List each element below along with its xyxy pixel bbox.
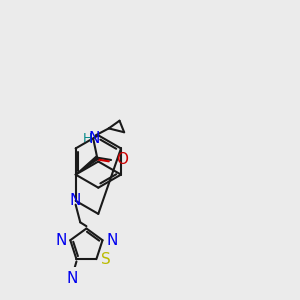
Text: O: O [116,152,128,167]
Text: H: H [82,132,92,145]
Text: N: N [55,233,67,248]
Text: N: N [88,131,100,146]
Text: N: N [70,193,81,208]
Text: N: N [106,233,118,248]
Text: S: S [101,252,111,267]
Text: N: N [66,271,77,286]
Polygon shape [76,156,98,175]
